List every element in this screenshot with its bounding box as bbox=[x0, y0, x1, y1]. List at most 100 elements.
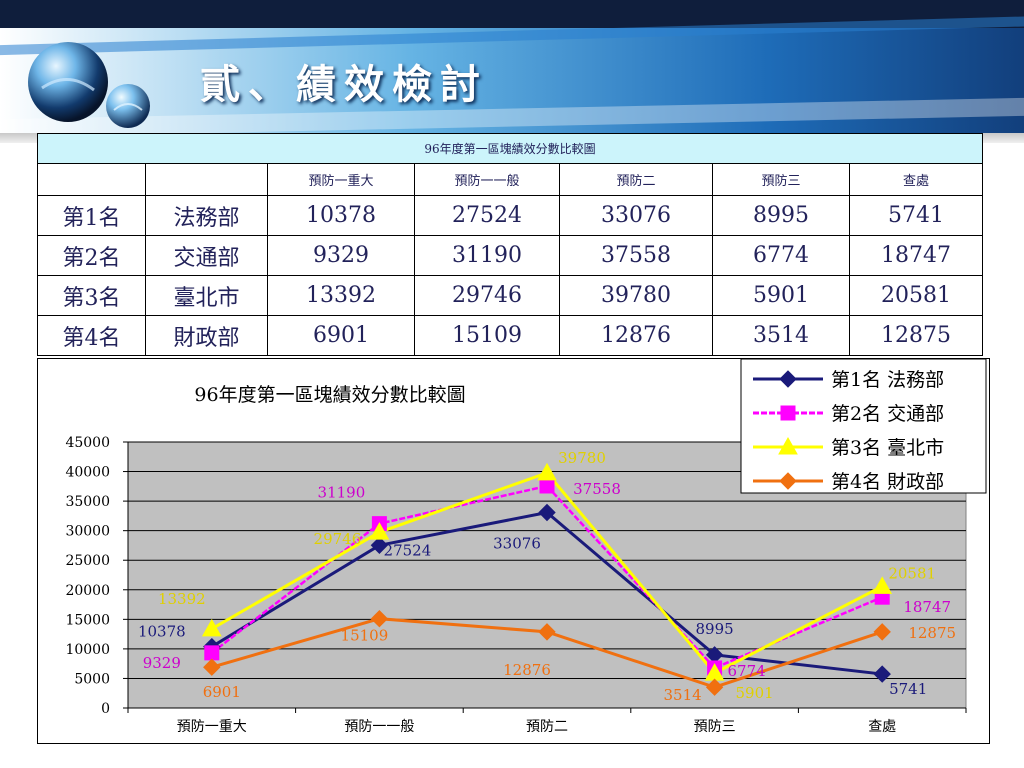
y-tick-label: 35000 bbox=[65, 494, 110, 510]
table-cell: 31190 bbox=[414, 235, 560, 276]
column-header bbox=[37, 163, 146, 196]
data-label: 12876 bbox=[503, 661, 551, 679]
table-cell: 29746 bbox=[414, 275, 560, 316]
table-cell: 5741 bbox=[848, 195, 984, 236]
table-header-row: 預防一重大 預防一一般 預防二 預防三 查處 bbox=[37, 163, 984, 196]
legend-marker bbox=[778, 436, 798, 455]
table-cell: 6774 bbox=[712, 235, 850, 276]
table-cell: 臺北市 bbox=[145, 275, 268, 316]
data-point bbox=[872, 576, 893, 594]
data-label: 27524 bbox=[384, 541, 432, 559]
table-cell: 33076 bbox=[559, 195, 713, 236]
table-cell: 12875 bbox=[848, 315, 984, 356]
x-tick-label: 查處 bbox=[868, 719, 896, 735]
data-point bbox=[203, 658, 221, 676]
data-point bbox=[370, 536, 389, 555]
table-cell: 第3名 bbox=[37, 275, 146, 316]
table-row: 第3名 臺北市 13392 29746 39780 5901 20581 bbox=[37, 275, 984, 316]
legend-marker bbox=[780, 405, 796, 421]
table-cell: 第1名 bbox=[37, 195, 146, 236]
legend-label: 第3名 臺北市 bbox=[831, 437, 944, 459]
data-label: 3514 bbox=[664, 686, 702, 704]
data-label: 13392 bbox=[158, 590, 206, 608]
legend-marker bbox=[779, 370, 797, 388]
slide-header: 貳、績效檢討 bbox=[0, 0, 1024, 140]
data-point bbox=[873, 623, 891, 641]
data-label: 39780 bbox=[558, 449, 606, 467]
data-label: 8995 bbox=[696, 620, 734, 638]
data-point bbox=[204, 645, 220, 661]
table-row: 第1名 法務部 10378 27524 33076 8995 5741 bbox=[37, 195, 984, 236]
data-point bbox=[538, 503, 556, 522]
table-cell: 12876 bbox=[559, 315, 713, 356]
legend-marker bbox=[779, 472, 797, 490]
legend-label: 第4名 財政部 bbox=[831, 471, 944, 493]
table-cell: 9329 bbox=[267, 235, 415, 276]
data-label: 33076 bbox=[493, 534, 541, 552]
legend-label: 第1名 法務部 bbox=[831, 369, 944, 391]
data-label: 6774 bbox=[728, 662, 766, 680]
table-cell: 8995 bbox=[712, 195, 850, 236]
y-tick-label: 40000 bbox=[65, 465, 110, 481]
data-point bbox=[369, 522, 390, 540]
line-chart: 96年度第一區塊績效分數比較圖 0 5000 10000 15000 20000 25000… bbox=[37, 358, 990, 744]
chart-title: 96年度第一區塊績效分數比較圖 bbox=[194, 384, 465, 406]
data-label: 5901 bbox=[736, 684, 774, 702]
data-label: 6901 bbox=[203, 683, 241, 701]
table-cell: 37558 bbox=[559, 235, 713, 276]
y-tick-label: 20000 bbox=[65, 583, 110, 599]
column-header: 預防二 bbox=[559, 163, 713, 196]
column-header: 預防一重大 bbox=[267, 163, 415, 196]
y-tick-label: 15000 bbox=[65, 612, 110, 628]
x-tick-label: 預防一重大 bbox=[177, 719, 247, 735]
data-label: 10378 bbox=[138, 623, 186, 641]
y-tick-label: 25000 bbox=[65, 553, 110, 569]
table-cell: 5901 bbox=[712, 275, 850, 316]
y-tick-label: 10000 bbox=[65, 642, 110, 658]
table-cell: 27524 bbox=[414, 195, 560, 236]
x-tick-label: 預防三 bbox=[694, 719, 736, 735]
table-cell: 18747 bbox=[848, 235, 984, 276]
data-label: 5741 bbox=[889, 680, 927, 698]
column-header: 查處 bbox=[848, 163, 984, 196]
table-cell: 第2名 bbox=[37, 235, 146, 276]
data-label: 31190 bbox=[318, 484, 366, 502]
globe-logo-icon bbox=[28, 42, 150, 128]
data-label: 18747 bbox=[903, 598, 951, 616]
x-tick-label: 預防二 bbox=[526, 719, 568, 735]
data-label: 9329 bbox=[143, 654, 181, 672]
table-caption-row: 96年度第一區塊績效分數比較圖 bbox=[36, 133, 984, 164]
y-tick-label: 0 bbox=[101, 701, 110, 717]
data-point bbox=[873, 665, 891, 683]
table-cell: 20581 bbox=[848, 275, 984, 316]
chart-canvas: 96年度第一區塊績效分數比較圖 0 5000 10000 15000 20000 25000… bbox=[65, 358, 987, 735]
data-label: 29746 bbox=[314, 530, 362, 548]
y-tick-label: 30000 bbox=[65, 524, 110, 540]
legend-label: 第2名 交通部 bbox=[831, 403, 944, 425]
table-cell: 財政部 bbox=[145, 315, 268, 356]
table-cell: 6901 bbox=[267, 315, 415, 356]
table-cell: 10378 bbox=[267, 195, 415, 236]
data-point bbox=[705, 678, 724, 696]
score-table: 96年度第一區塊績效分數比較圖 預防一重大 預防一一般 預防二 預防三 查處 第… bbox=[36, 133, 984, 356]
table-row: 第4名 財政部 6901 15109 12876 3514 12875 bbox=[37, 315, 984, 356]
data-point bbox=[370, 609, 389, 628]
data-point bbox=[539, 478, 555, 494]
table-cell: 13392 bbox=[267, 275, 415, 316]
y-tick-label: 45000 bbox=[65, 435, 110, 451]
data-point bbox=[537, 462, 557, 481]
x-tick-label: 預防一一般 bbox=[344, 719, 414, 735]
column-header: 預防一一般 bbox=[414, 163, 560, 196]
table-cell: 3514 bbox=[712, 315, 850, 356]
data-point bbox=[538, 623, 556, 641]
table-caption: 96年度第一區塊績效分數比較圖 bbox=[36, 133, 984, 164]
table-row: 第2名 交通部 9329 31190 37558 6774 18747 bbox=[37, 235, 984, 276]
data-label: 20581 bbox=[888, 564, 936, 582]
y-tick-label: 5000 bbox=[74, 671, 110, 687]
table-cell: 法務部 bbox=[145, 195, 268, 236]
slide-title: 貳、績效檢討 bbox=[200, 62, 488, 108]
column-header bbox=[145, 163, 268, 196]
table-cell: 39780 bbox=[559, 275, 713, 316]
table-cell: 第4名 bbox=[37, 315, 146, 356]
column-header: 預防三 bbox=[712, 163, 850, 196]
